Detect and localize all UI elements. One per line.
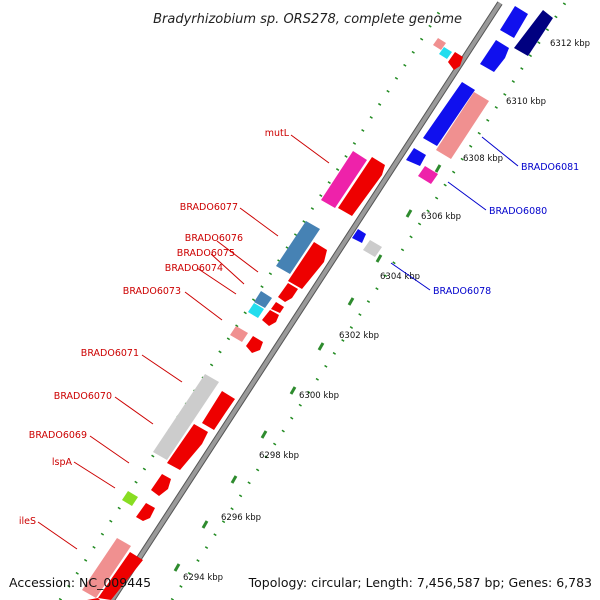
- gene-BRADO6077[interactable]: [276, 221, 320, 274]
- gene-red-small-3[interactable]: [246, 336, 263, 353]
- gene-BRADO6078-grey[interactable]: [363, 240, 382, 257]
- gene-red-small-2[interactable]: [151, 474, 171, 496]
- genes-right: [352, 6, 553, 257]
- tick-6296: [201, 520, 209, 529]
- gene-label: BRADO6075: [177, 248, 235, 259]
- gene-navy-top[interactable]: [514, 10, 553, 56]
- gene-label: lspA: [52, 457, 73, 468]
- connector-BRADO6078: [390, 262, 431, 291]
- gene-label: BRADO6081: [521, 162, 579, 173]
- gene-cyan-top[interactable]: [439, 47, 452, 59]
- gene-pink-top[interactable]: [433, 38, 446, 50]
- map-title: Bradyrhizobium sp. ORS278, complete geno…: [153, 12, 462, 27]
- tick-6310: [405, 209, 413, 218]
- gene-label: ileS: [19, 516, 36, 527]
- gene-BRADO6070[interactable]: [153, 374, 219, 460]
- tick-6308: [375, 254, 383, 263]
- tick-labels: 6294 kbp 6296 kbp 6298 kbp 6300 kbp 6302…: [183, 39, 590, 583]
- gene-red-mid-1[interactable]: [202, 391, 235, 430]
- outer-dotted-track-right: [170, 2, 567, 600]
- gene-label: BRADO6076: [185, 233, 243, 244]
- gene-red-mutL[interactable]: [338, 157, 385, 216]
- tick-label: 6304 kbp: [380, 272, 420, 282]
- gene-BRADO6076[interactable]: [288, 242, 327, 289]
- gene-lspA[interactable]: [122, 491, 138, 506]
- gene-ileS[interactable]: [82, 538, 131, 598]
- gene-BRADO6078-blue[interactable]: [352, 229, 366, 243]
- connector-BRADO6075: [210, 253, 245, 285]
- gene-label: BRADO6071: [81, 348, 139, 359]
- connector-BRADO6081: [481, 136, 519, 167]
- gene-labels-right: BRADO6081 BRADO6080 BRADO6078: [433, 162, 579, 297]
- gene-red-small-1[interactable]: [136, 503, 155, 521]
- gene-blue-top-2[interactable]: [500, 6, 528, 38]
- connector-BRADO6076: [216, 240, 259, 273]
- gene-red-small-5[interactable]: [271, 302, 284, 313]
- tick-label: 6306 kbp: [421, 212, 461, 222]
- connector-BRADO6077: [239, 207, 279, 237]
- connector-BRADO6073: [184, 291, 223, 321]
- gene-label: mutL: [265, 128, 290, 139]
- tick-6312: [434, 164, 442, 173]
- tick-label: 6302 kbp: [339, 331, 379, 341]
- gene-red-top[interactable]: [448, 52, 463, 70]
- gene-BRADO6074[interactable]: [248, 303, 264, 318]
- gene-BRADO6073[interactable]: [230, 326, 248, 342]
- tick-6302: [289, 386, 297, 395]
- tick-label: 6308 kbp: [463, 154, 503, 164]
- tick-6298: [230, 475, 238, 484]
- genes-left: [82, 151, 385, 600]
- gene-labels-left: mutL BRADO6077 BRADO6076 BRADO6075 BRADO…: [19, 128, 290, 527]
- connector-BRADO6074: [196, 267, 237, 295]
- connector-BRADO6069: [89, 435, 130, 464]
- outer-dotted-track-left: [58, 2, 447, 600]
- tick-label: 6312 kbp: [550, 39, 590, 49]
- gene-blue-small[interactable]: [406, 148, 426, 166]
- tick-label: 6298 kbp: [259, 451, 299, 461]
- scale-ticks: [173, 34, 540, 572]
- genome-backbone: [109, 1, 503, 600]
- gene-blue-top-1[interactable]: [480, 40, 509, 72]
- tick-label: 6300 kbp: [299, 391, 339, 401]
- connector-ileS: [37, 521, 78, 550]
- gene-label: BRADO6073: [123, 286, 181, 297]
- gene-label: BRADO6080: [489, 206, 547, 217]
- label-connectors-left: [37, 134, 330, 550]
- connector-BRADO6080: [447, 181, 487, 211]
- gene-label: BRADO6077: [180, 202, 238, 213]
- tick-label: 6294 kbp: [183, 573, 223, 583]
- tick-label: 6296 kbp: [221, 513, 261, 523]
- gene-red-small-4[interactable]: [262, 310, 279, 326]
- gene-BRADO6081[interactable]: [436, 92, 489, 159]
- connector-BRADO6070: [114, 396, 154, 425]
- gene-label: BRADO6078: [433, 286, 491, 297]
- tick-6300: [260, 430, 268, 439]
- gene-BRADO6075[interactable]: [254, 291, 272, 308]
- outer-tracks: [58, 2, 567, 600]
- gene-label: BRADO6070: [54, 391, 112, 402]
- tick-label: 6310 kbp: [506, 97, 546, 107]
- gene-label: BRADO6069: [29, 430, 87, 441]
- backbone-line: [110, 1, 502, 600]
- gene-BRADO6069[interactable]: [167, 424, 208, 470]
- accession-text: Accession: NC_009445: [9, 575, 151, 590]
- gene-label: BRADO6074: [165, 263, 223, 274]
- gene-mutL[interactable]: [321, 151, 367, 208]
- connector-BRADO6071: [141, 354, 183, 383]
- connector-lspA: [73, 461, 116, 489]
- tick-6306: [347, 297, 355, 306]
- topology-text: Topology: circular; Length: 7,456,587 bp…: [248, 575, 592, 590]
- gene-red-small-6[interactable]: [278, 283, 298, 302]
- connector-mutL: [290, 134, 330, 164]
- gene-blue-long[interactable]: [423, 82, 475, 146]
- tick-6294: [173, 563, 181, 572]
- gene-red-bottom-1[interactable]: [98, 552, 143, 600]
- gene-BRADO6080[interactable]: [418, 166, 438, 184]
- tick-6304: [317, 342, 325, 351]
- label-connectors-right: [390, 136, 519, 291]
